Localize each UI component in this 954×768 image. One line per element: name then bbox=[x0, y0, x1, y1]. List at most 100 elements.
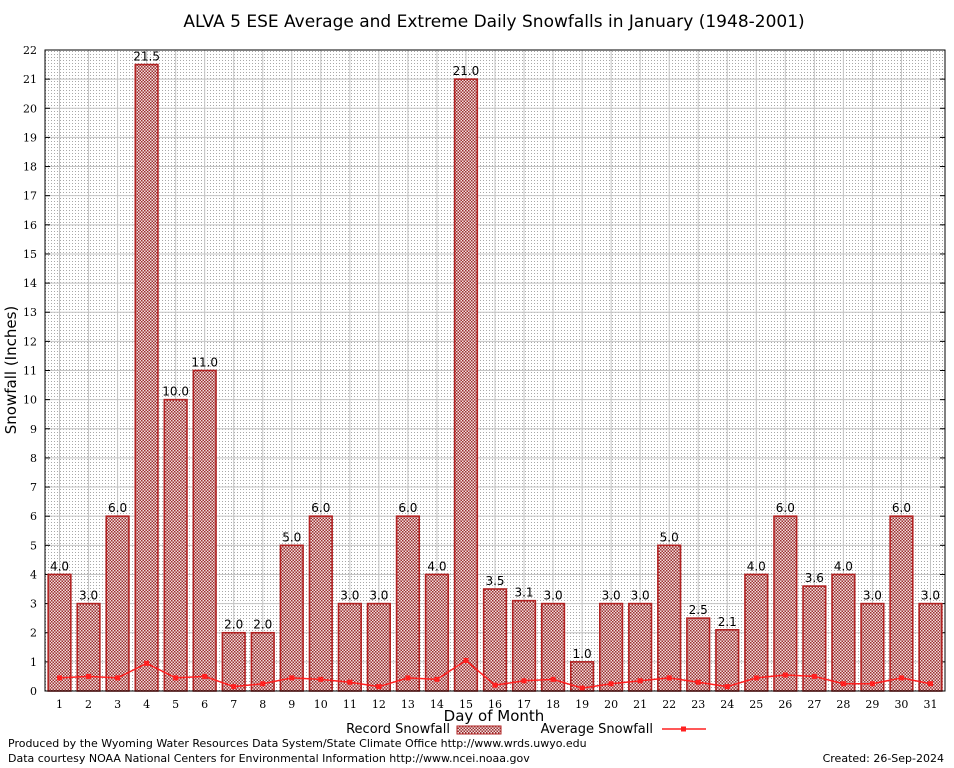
bar-value-label: 4.0 bbox=[50, 559, 69, 573]
bar-value-label: 6.0 bbox=[776, 501, 795, 515]
average-point bbox=[57, 675, 63, 681]
x-tick-label: 21 bbox=[633, 698, 647, 711]
average-point bbox=[579, 685, 585, 691]
average-point bbox=[666, 675, 672, 681]
average-point bbox=[318, 676, 324, 682]
average-point bbox=[144, 660, 150, 666]
record-bar bbox=[47, 573, 72, 692]
footer-data-courtesy: Data courtesy NOAA National Centers for … bbox=[8, 752, 530, 765]
y-tick-label: 20 bbox=[23, 102, 37, 115]
bar-value-label: 3.6 bbox=[805, 571, 824, 585]
x-tick-label: 9 bbox=[288, 698, 295, 711]
x-tick-label: 23 bbox=[691, 698, 705, 711]
record-bar bbox=[105, 515, 130, 692]
bar-value-label: 6.0 bbox=[311, 501, 330, 515]
y-tick-label: 17 bbox=[23, 190, 37, 203]
plot-border bbox=[44, 49, 946, 692]
y-tick-label: 19 bbox=[23, 131, 37, 144]
y-tick-label: 8 bbox=[30, 452, 37, 465]
average-point bbox=[202, 673, 208, 679]
average-point bbox=[376, 684, 382, 690]
bar-value-label: 4.0 bbox=[427, 559, 446, 573]
x-tick-label: 3 bbox=[114, 698, 121, 711]
average-point bbox=[260, 681, 266, 687]
x-tick-label: 15 bbox=[459, 698, 473, 711]
y-tick-label: 21 bbox=[23, 73, 37, 86]
x-tick-label: 25 bbox=[749, 698, 763, 711]
record-bar bbox=[773, 515, 798, 692]
record-bar bbox=[599, 602, 624, 692]
bar-value-label: 3.0 bbox=[340, 589, 359, 603]
x-tick-label: 17 bbox=[517, 698, 531, 711]
x-tick-label: 20 bbox=[604, 698, 618, 711]
average-point bbox=[86, 673, 92, 679]
y-tick-label: 7 bbox=[30, 481, 37, 494]
x-tick-label: 18 bbox=[546, 698, 560, 711]
x-tick-label: 6 bbox=[201, 698, 208, 711]
bar-value-label: 6.0 bbox=[108, 501, 127, 515]
x-tick-label: 5 bbox=[172, 698, 179, 711]
average-point bbox=[231, 684, 237, 690]
bar-value-label: 6.0 bbox=[398, 501, 417, 515]
x-tick-label: 30 bbox=[894, 698, 908, 711]
record-bar bbox=[482, 588, 508, 692]
record-bar bbox=[453, 78, 479, 692]
bar-value-label: 4.0 bbox=[747, 559, 766, 573]
bar-value-label: 5.0 bbox=[660, 530, 679, 544]
y-tick-label: 10 bbox=[23, 394, 37, 407]
average-point bbox=[840, 681, 846, 687]
legend-average-label: Average Snowfall bbox=[541, 722, 653, 737]
average-point bbox=[869, 681, 875, 687]
legend-average-marker bbox=[681, 726, 686, 732]
bar-value-label: 5.0 bbox=[282, 530, 301, 544]
record-bar bbox=[221, 631, 246, 692]
bar-value-label: 2.0 bbox=[224, 618, 243, 632]
x-tick-label: 10 bbox=[314, 698, 328, 711]
bar-value-label: 6.0 bbox=[892, 501, 911, 515]
bar-value-label: 2.5 bbox=[689, 603, 708, 617]
bar-value-label: 21.5 bbox=[133, 50, 160, 64]
x-tick-label: 12 bbox=[372, 698, 386, 711]
y-tick-label: 3 bbox=[30, 598, 37, 611]
average-point bbox=[898, 675, 904, 681]
x-tick-label: 22 bbox=[662, 698, 676, 711]
x-tick-label: 14 bbox=[430, 698, 444, 711]
bar-value-label: 3.0 bbox=[79, 589, 98, 603]
bar-value-label: 3.0 bbox=[631, 589, 650, 603]
bar-value-label: 3.0 bbox=[544, 589, 563, 603]
y-tick-label: 4 bbox=[30, 568, 37, 581]
y-tick-label: 18 bbox=[23, 161, 37, 174]
average-point bbox=[434, 676, 440, 682]
x-tick-label: 2 bbox=[85, 698, 92, 711]
average-point bbox=[115, 675, 121, 681]
record-bar bbox=[192, 369, 217, 692]
bar-value-label: 10.0 bbox=[162, 385, 189, 399]
record-bar bbox=[657, 544, 682, 692]
bar-value-label: 2.0 bbox=[253, 618, 272, 632]
record-bar bbox=[744, 573, 769, 692]
x-tick-label: 8 bbox=[259, 698, 266, 711]
average-point bbox=[289, 675, 295, 681]
x-tick-label: 7 bbox=[230, 698, 237, 711]
bar-value-label: 11.0 bbox=[191, 356, 218, 370]
average-point bbox=[695, 679, 701, 685]
average-point bbox=[347, 679, 353, 685]
bar-value-label: 4.0 bbox=[834, 559, 853, 573]
average-point bbox=[492, 682, 498, 688]
average-point bbox=[550, 676, 556, 682]
average-point bbox=[405, 675, 411, 681]
bar-value-label: 2.1 bbox=[718, 615, 737, 629]
y-tick-label: 0 bbox=[30, 685, 37, 698]
y-tick-label: 15 bbox=[23, 248, 37, 261]
x-tick-label: 27 bbox=[807, 698, 821, 711]
average-point bbox=[463, 657, 469, 663]
y-tick-label: 2 bbox=[30, 627, 37, 640]
y-tick-label: 16 bbox=[23, 219, 37, 232]
x-tick-label: 13 bbox=[401, 698, 415, 711]
average-snowfall-line bbox=[57, 657, 933, 691]
bar-value-label: 3.1 bbox=[514, 586, 533, 600]
bar-value-label: 3.0 bbox=[921, 589, 940, 603]
average-point bbox=[173, 675, 179, 681]
y-tick-label: 11 bbox=[23, 365, 37, 378]
